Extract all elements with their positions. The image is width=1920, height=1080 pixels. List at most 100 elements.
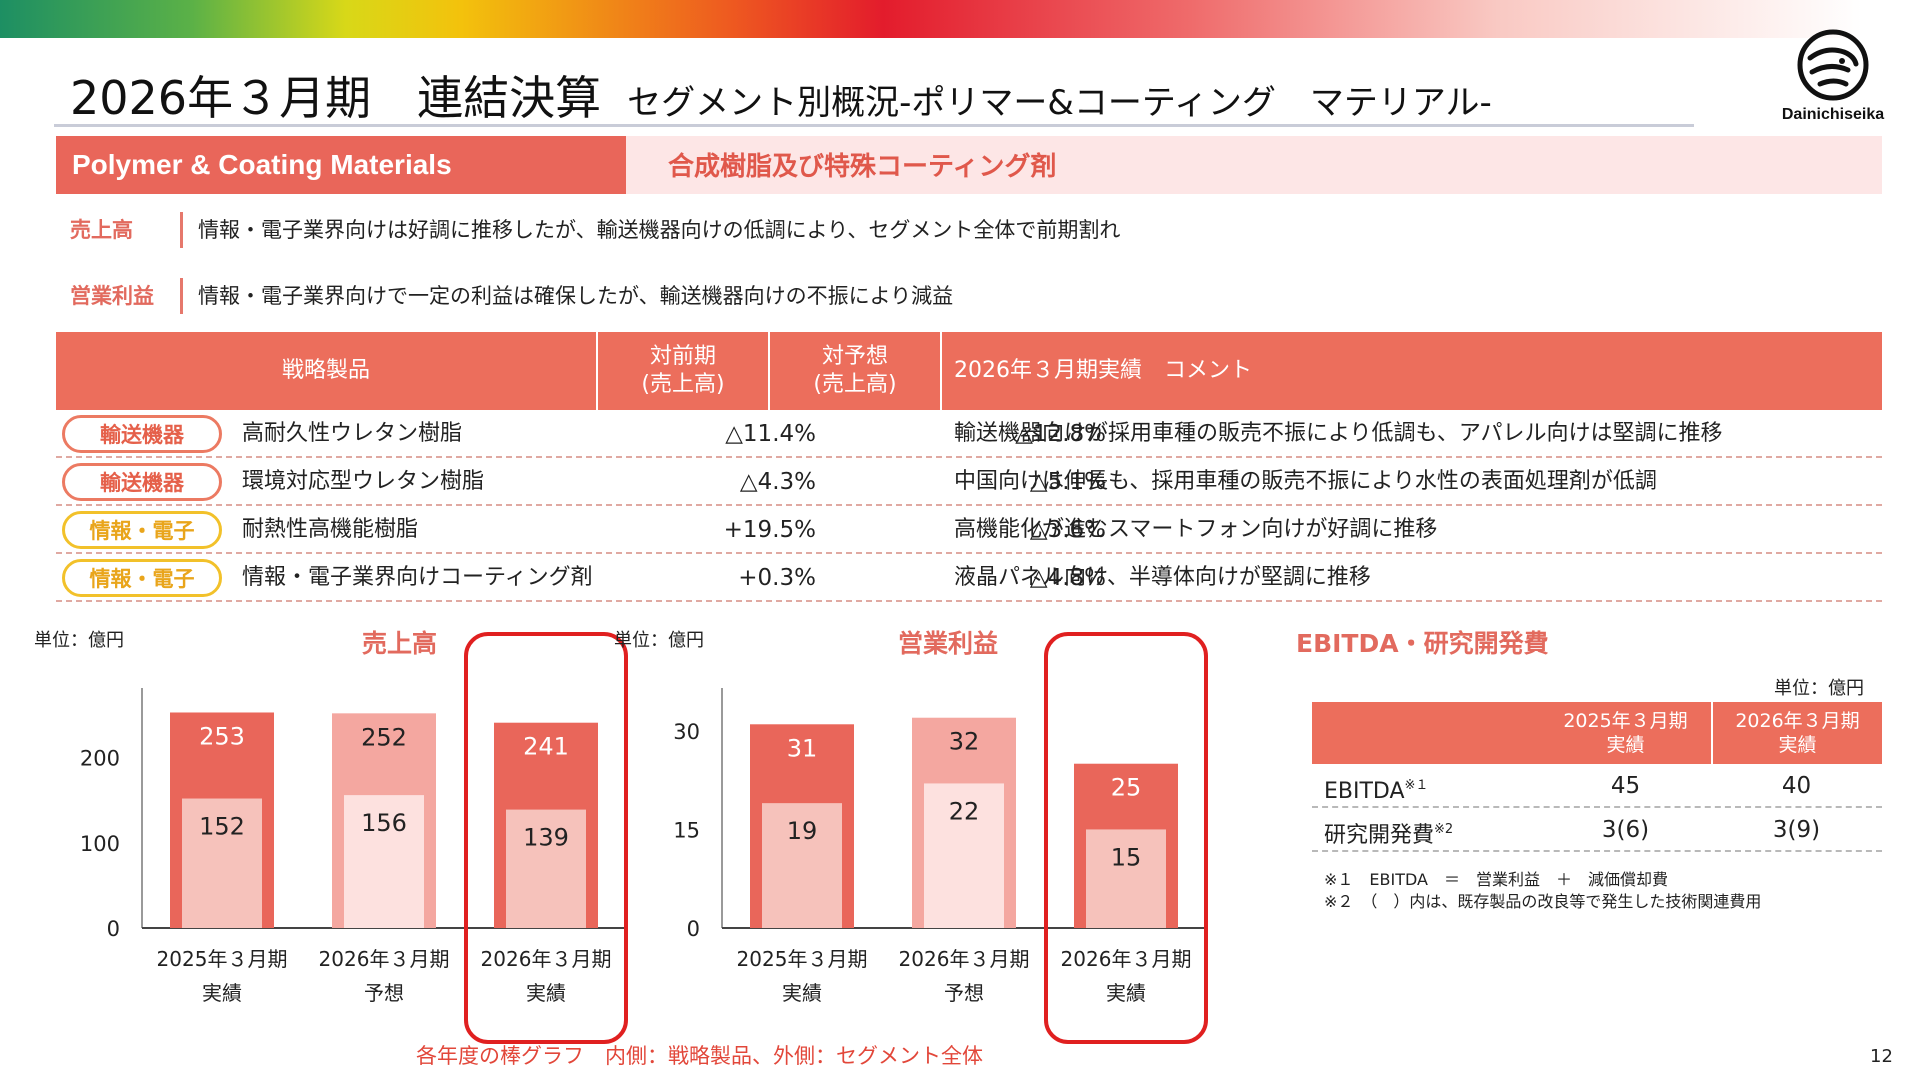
data-label-strategic: 15 (1111, 843, 1142, 871)
logo-emblem-icon (1797, 29, 1869, 101)
value-fy2025: 3(6) (1601, 817, 1650, 843)
product-name: 情報・電子業界向けコーティング剤 (242, 565, 593, 590)
page-number: 12 (1870, 1046, 1893, 1067)
ebitda-footnote: ※１ EBITDA ＝ 営業利益 ＋ 減価償却費 (1324, 870, 1668, 889)
data-label-strategic: 19 (787, 817, 818, 845)
value-fy2026: 40 (1781, 773, 1812, 799)
header-divider (940, 332, 942, 410)
y-tick-label: 15 (673, 818, 700, 842)
row-label-text: EBITDA (1324, 779, 1405, 804)
data-label-total: 31 (787, 734, 818, 762)
x-tick-label: 2026年３月期 (899, 947, 1030, 971)
bar-strategic-products (1086, 829, 1166, 928)
strategic-products-table: 戦略製品 対前期 (売上高) 対予想 (売上高) 2026年３月期実績 コメント… (56, 332, 1882, 602)
segment-name-en: Polymer & Coating Materials (56, 136, 626, 194)
header-vs-forecast: 対予想 (売上高) (813, 344, 897, 397)
vs-prev-value: △4.3% (739, 469, 816, 495)
summary-divider (180, 278, 183, 314)
chart-note: 各年度の棒グラフ 内側：戦略製品、外側：セグメント全体 (416, 1044, 983, 1068)
x-tick-label: 2025年３月期 (157, 947, 288, 971)
data-label-strategic: 22 (949, 797, 980, 825)
page-title-sub: セグメント別概況-ポリマー&コーティング マテリアル- (627, 83, 1492, 123)
category-tag: 情報・電子 (62, 511, 222, 549)
segment-banner: Polymer & Coating Materials 合成樹脂及び特殊コーティ… (56, 136, 1882, 194)
data-label-total: 25 (1111, 774, 1142, 802)
value-fy2025: 45 (1610, 773, 1641, 799)
highlight-frame (1044, 632, 1208, 1044)
table-row: EBITDA※１ 45 40 (1312, 764, 1882, 808)
data-label-strategic: 156 (361, 809, 407, 837)
vs-forecast-value: △12.8% (1015, 421, 1106, 447)
table-row: 情報・電子 耐熱性高機能樹脂 +19.5% △3.6% 高機能化が進むスマートフ… (56, 506, 1882, 554)
comment-text: 高機能化が進むスマートフォン向けが好調に推移 (954, 517, 1438, 542)
vs-prev-value: +0.3% (738, 565, 816, 591)
category-tag: 情報・電子 (62, 559, 222, 597)
summary-label: 売上高 (70, 218, 133, 242)
table-row: 研究開発費※2 3(6) 3(9) (1312, 808, 1882, 852)
bar-strategic-products (344, 795, 424, 928)
x-tick-label: 2026年３月期 (481, 947, 612, 971)
data-label-total: 241 (523, 733, 569, 761)
table-header: 戦略製品 対前期 (売上高) 対予想 (売上高) 2026年３月期実績 コメント (56, 332, 1882, 410)
row-label: 研究開発費※2 (1324, 808, 1453, 858)
vs-forecast-value: △4.8% (1029, 565, 1106, 591)
top-gradient-bar (0, 0, 1920, 38)
header-vs-prev: 対前期 (売上高) (641, 344, 725, 397)
sales-chart-title: 売上高 (362, 629, 438, 658)
vs-prev-value: +19.5% (723, 517, 816, 543)
y-tick-label: 200 (80, 747, 120, 771)
header-divider (768, 332, 770, 410)
y-tick-label: 100 (80, 832, 120, 856)
table-row: 輸送機器 環境対応型ウレタン樹脂 △4.3% △5.1% 中国向けは伸長も、採用… (56, 458, 1882, 506)
vs-prev-value: △11.4% (725, 421, 816, 447)
bar-strategic-products (506, 809, 586, 928)
summary-text: 情報・電子業界向けで一定の利益は確保したが、輸送機器向けの不振により減益 (198, 284, 954, 308)
category-tag: 輸送機器 (62, 463, 222, 501)
ebitda-title: EBITDA・研究開発費 (1296, 629, 1549, 658)
product-name: 耐熱性高機能樹脂 (242, 517, 419, 542)
x-tick-label: 2025年３月期 (737, 947, 868, 971)
y-tick-label: 30 (673, 720, 700, 744)
header-fy2026: 2026年３月期 実績 (1711, 702, 1882, 764)
row-footnote-mark: ※2 (1434, 822, 1454, 837)
bar-strategic-products (924, 783, 1004, 928)
rnd-footnote: ※２ （ ）内は、既存製品の改良等で発生した技術関連費用 (1324, 892, 1762, 911)
bar-strategic-products (182, 798, 262, 928)
page-title-main: 2026年３月期 連結決算 (70, 71, 602, 125)
product-name: 高耐久性ウレタン樹脂 (242, 421, 463, 446)
data-label-total: 253 (199, 722, 245, 750)
profit-chart-title: 営業利益 (898, 629, 999, 658)
data-label-strategic: 152 (199, 813, 245, 841)
data-label-total: 252 (361, 723, 407, 751)
y-tick-label: 0 (687, 917, 700, 941)
comment-text: 輸送機器向けが採用車種の販売不振により低調も、アパレル向けは堅調に推移 (954, 421, 1723, 446)
x-tick-label: 予想 (944, 981, 984, 1005)
table-row: 情報・電子 情報・電子業界向けコーティング剤 +0.3% △4.8% 液晶パネル… (56, 554, 1882, 602)
header-comment: 2026年３月期実績 コメント (954, 358, 1252, 383)
product-name: 環境対応型ウレタン樹脂 (242, 469, 485, 494)
data-label-total: 32 (949, 728, 980, 756)
summary-divider (180, 212, 183, 248)
summary-label: 営業利益 (70, 284, 154, 308)
vs-forecast-value: △5.1% (1029, 469, 1106, 495)
ebitda-table: 2025年３月期 実績 2026年３月期 実績 EBITDA※１ 45 40 研… (1312, 702, 1882, 852)
segment-name-jp: 合成樹脂及び特殊コーティング剤 (668, 152, 1057, 182)
category-tag: 輸送機器 (62, 415, 222, 453)
x-tick-label: 2026年３月期 (319, 947, 450, 971)
ebitda-unit: 単位：億円 (1774, 678, 1864, 699)
row-label-text: 研究開発費 (1324, 823, 1435, 848)
x-tick-label: 実績 (526, 981, 566, 1005)
x-tick-label: 実績 (202, 981, 242, 1005)
header-fy2025: 2025年３月期 実績 (1563, 710, 1688, 756)
page-title: 2026年３月期 連結決算 セグメント別概況-ポリマー&コーティング マテリアル- (70, 62, 1492, 128)
comment-text: 液晶パネル向け、半導体向けが堅調に推移 (954, 565, 1371, 590)
bar-strategic-products (762, 803, 842, 928)
x-tick-label: 実績 (782, 981, 822, 1005)
ebitda-table-header: 2025年３月期 実績 2026年３月期 実績 (1312, 702, 1882, 764)
y-tick-label: 0 (107, 917, 120, 941)
x-tick-label: 実績 (1106, 981, 1146, 1005)
highlight-frame (464, 632, 628, 1044)
comment-text: 中国向けは伸長も、採用車種の販売不振により水性の表面処理剤が低調 (954, 469, 1657, 494)
